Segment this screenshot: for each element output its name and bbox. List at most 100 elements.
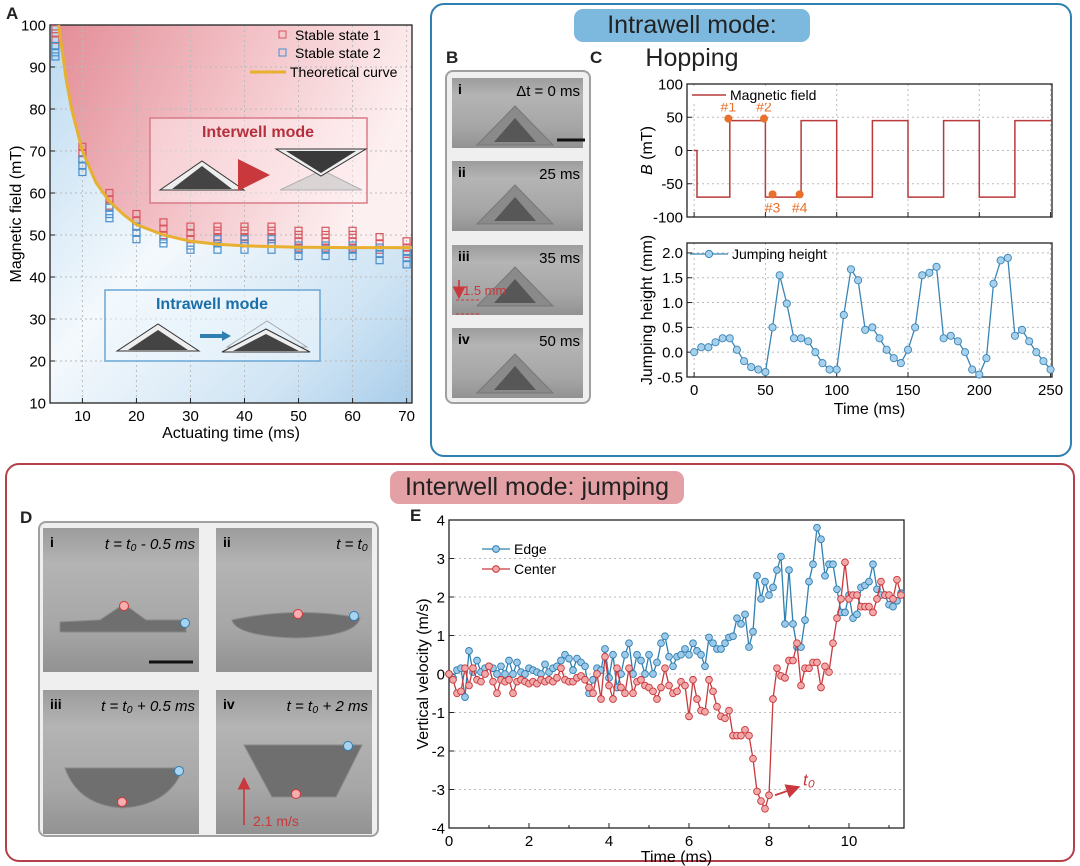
x-tick-label: 2 [525, 833, 533, 850]
x-tick-label: 70 [398, 408, 415, 425]
center-velocity-point [821, 662, 829, 671]
center-velocity-point [825, 668, 833, 676]
edge-velocity-point [465, 647, 473, 655]
edge-velocity-point [773, 566, 781, 574]
legend-marker-center [492, 565, 500, 573]
center-velocity-point [693, 695, 701, 703]
data-point-stable-state-1 [105, 188, 114, 198]
jumping-height-point [875, 334, 884, 343]
frame-time-label: t = t₀ + 2 ms [287, 698, 369, 715]
annotation-label: #4 [792, 199, 808, 215]
center-velocity-point [797, 681, 805, 690]
edge-velocity-point [565, 654, 573, 663]
edge-velocity-point [633, 650, 641, 659]
center-velocity-point [653, 695, 661, 703]
legend-marker-edge [492, 545, 500, 553]
magnetic-field-line [694, 119, 1052, 198]
center-velocity-point [833, 614, 841, 623]
center-velocity-point [493, 689, 501, 698]
legend-marker-jumping-height [704, 249, 714, 259]
jumping-title: Interwell mode: jumping [390, 471, 684, 504]
center-velocity-point [589, 689, 597, 698]
center-velocity-point [445, 670, 453, 678]
center-velocity-point [757, 797, 765, 805]
edge-velocity-point [497, 662, 505, 671]
legend-label: Edge [514, 541, 547, 557]
plot-frame [49, 24, 413, 404]
edge-velocity-point [869, 560, 877, 569]
center-velocity-point [673, 687, 681, 696]
jumping-height-point [982, 354, 991, 363]
hopping-panel-border [430, 3, 1072, 457]
center-velocity-point [617, 683, 625, 692]
y-tick-label: 30 [29, 311, 46, 328]
y-tick-label: 100 [658, 76, 683, 93]
edge-velocity-point [841, 608, 849, 617]
x-tick-label: 30 [182, 408, 199, 425]
edge-tracking-marker [343, 741, 353, 751]
intrawell-inset-title: Intrawell mode [156, 296, 268, 313]
jumping-height-point [882, 345, 891, 354]
frame-index-label: i [458, 81, 462, 97]
jumping-height-point [1018, 325, 1027, 334]
frame-index-label: iv [458, 331, 470, 347]
annotation-label: #3 [765, 199, 781, 215]
x-tick-label: 6 [685, 833, 693, 850]
data-point-stable-state-2 [375, 249, 384, 258]
annotation-marker [795, 190, 804, 199]
jumping-height-point [1003, 253, 1012, 262]
jumping-frame-image [43, 690, 199, 834]
y-tick-label: -1 [432, 705, 445, 722]
y-axis-label: Magnetic field (mT) [8, 146, 25, 283]
data-point-stable-state-1 [213, 226, 222, 235]
hopping-frame-ii: ii 25 ms [452, 161, 583, 231]
jumping-height-point [975, 370, 984, 379]
data-point-stable-state-1 [159, 224, 168, 233]
legend-label: Stable state 1 [295, 27, 381, 43]
edge-velocity-point [821, 571, 829, 580]
data-point-stable-state-2 [132, 228, 141, 237]
data-point-stable-state-2 [105, 209, 114, 219]
y-tick-label: 4 [437, 512, 445, 529]
jumping-height-point [1046, 365, 1055, 374]
structure-inner-shape [494, 366, 536, 390]
data-point-stable-state-1 [321, 226, 330, 235]
y-tick-label: 40 [29, 269, 46, 286]
y-tick-label: 2.0 [662, 245, 683, 262]
x-tick-label: 20 [128, 408, 145, 425]
x-tick-label: 250 [1038, 382, 1063, 399]
edge-velocity-point [789, 620, 797, 628]
center-velocity-point [765, 791, 773, 800]
jumping-height-point [846, 265, 856, 274]
jumping-height-point [725, 334, 734, 343]
y-tick-label: -0.5 [657, 369, 683, 386]
data-point-stable-state-2 [51, 48, 60, 57]
intrawell-inset: Intrawell mode [104, 289, 321, 362]
edge-velocity-point [541, 660, 549, 669]
x-axis-label: Actuating time (ms) [162, 425, 300, 442]
data-point-stable-state-2 [51, 41, 60, 51]
edge-velocity-point [865, 577, 873, 586]
center-tracking-marker [117, 797, 127, 807]
y-tick-label: 1.0 [662, 295, 683, 312]
center-velocity-point [685, 712, 693, 721]
edge-tracking-marker [349, 611, 359, 621]
center-velocity-point [581, 675, 589, 684]
edge-velocity-point [669, 662, 677, 671]
center-velocity-point [625, 664, 633, 673]
edge-velocity-point [513, 658, 521, 667]
edge-velocity-point [733, 614, 741, 623]
data-point-stable-state-2 [78, 161, 87, 170]
jumping-height-point [789, 334, 798, 343]
data-point-stable-state-2 [213, 245, 222, 254]
edge-velocity-point [557, 656, 565, 665]
edge-velocity-point [889, 602, 897, 611]
edge-velocity-point [817, 535, 825, 544]
center-velocity-point [461, 664, 469, 673]
data-point-stable-state-1 [375, 233, 384, 242]
y-tick-label: 50 [29, 227, 46, 244]
legend-marker-stable-state-1 [278, 30, 287, 39]
center-velocity-point [829, 639, 837, 648]
data-point-stable-state-1 [51, 35, 60, 44]
edge-velocity-point [645, 650, 653, 659]
